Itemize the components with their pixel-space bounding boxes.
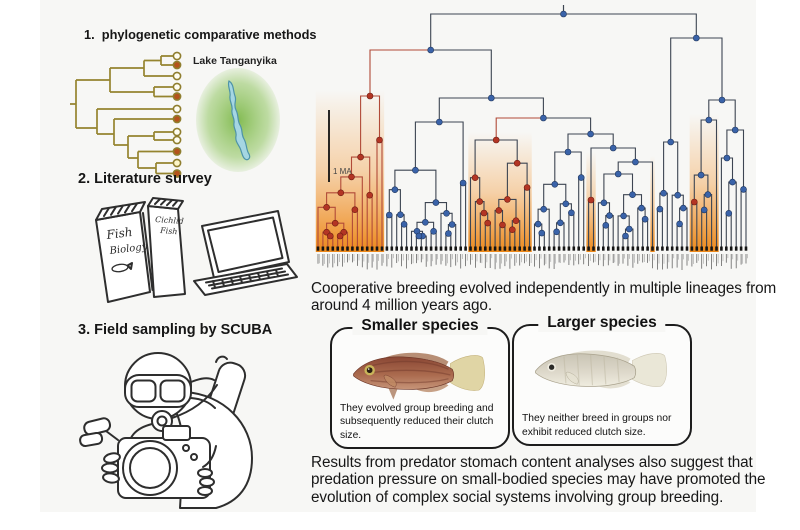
small-phylogeny-illustration xyxy=(70,51,182,178)
cooperative-clade-highlights xyxy=(315,90,719,252)
underwater-camera xyxy=(79,417,217,499)
smaller-species-box: Smaller species xyxy=(330,317,510,449)
book-back: Cichlid Fish xyxy=(147,197,186,298)
tree-nodes xyxy=(323,10,747,240)
phylogeny-tree: 1 MA xyxy=(315,5,748,270)
scuba-diver-illustration xyxy=(79,352,253,509)
laptop xyxy=(193,210,298,296)
book-front-title-line2: Biology xyxy=(108,241,148,257)
small-tree-branches xyxy=(70,55,173,175)
step3-heading: 3. Field sampling by SCUBA xyxy=(78,322,273,338)
larger-species-fish-image xyxy=(535,350,667,389)
small-tree-tips xyxy=(172,51,182,178)
tree-tip-markers xyxy=(316,246,748,251)
larger-species-caption: They neither breed in groups nor exhibit… xyxy=(522,413,672,438)
book-back-title-line1: Cichlid xyxy=(155,215,184,226)
smaller-species-fish-image xyxy=(353,352,485,400)
lake-tanganyika-illustration xyxy=(196,68,280,172)
tree-result-caption: Cooperative breeding evolved independent… xyxy=(311,280,777,315)
bottom-result-caption: Results from predator stomach content an… xyxy=(311,454,766,506)
smaller-species-caption: They evolved group breeding and subseque… xyxy=(340,402,494,441)
book-front-title-line1: Fish xyxy=(105,225,134,242)
literature-survey-illustration: Cichlid Fish Fish Biology xyxy=(95,197,298,303)
larger-species-box: Larger species They n xyxy=(512,314,692,446)
larger-species-title: Larger species xyxy=(538,314,666,332)
step1-heading: 1. phylogenetic comparative methods xyxy=(84,27,317,42)
tree-tip-labels xyxy=(317,254,748,270)
scale-bar-label: 1 MA xyxy=(333,167,352,176)
smaller-species-title: Smaller species xyxy=(352,317,488,335)
book-front: Fish Biology xyxy=(95,201,154,303)
book-back-title-line2: Fish xyxy=(159,226,178,236)
diver-left-hand xyxy=(101,452,121,484)
scale-bar: 1 MA xyxy=(328,110,352,182)
lake-water-shape xyxy=(227,80,251,161)
lake-label: Lake Tanganyika xyxy=(193,55,277,67)
step2-heading: 2. Literature survey xyxy=(78,171,212,187)
diver-right-hand xyxy=(197,445,217,496)
fish-doodle xyxy=(111,262,133,273)
